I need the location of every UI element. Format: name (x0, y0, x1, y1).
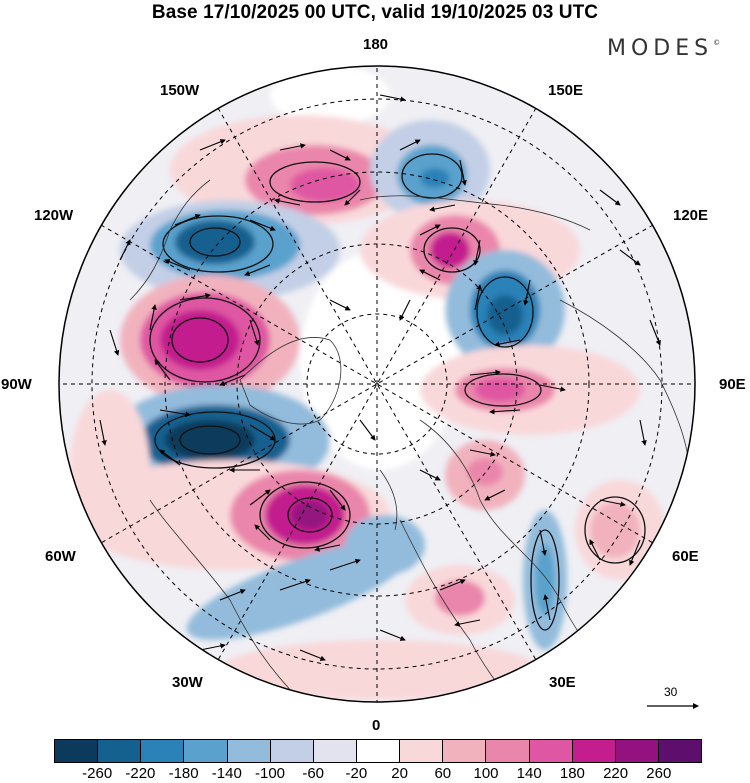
colorbar-tick-label: -100 (254, 765, 286, 782)
map-disk (59, 66, 695, 702)
colorbar-tick-label: 60 (434, 765, 452, 782)
colorbar-tick-label: -220 (125, 765, 156, 782)
contour-lines (149, 153, 646, 631)
colorbar-tick-label: -260 (82, 765, 113, 782)
label-60e: 60E (672, 548, 699, 565)
colorbar-swatch (529, 740, 573, 762)
colorbar-swatch (313, 740, 357, 762)
label-90w: 90W (1, 376, 32, 393)
colorbar-tick-label: 260 (646, 765, 672, 782)
colorbar-tick-label: 220 (603, 765, 629, 782)
colorbar-swatch (227, 740, 271, 762)
colorbar-swatch (572, 740, 616, 762)
label-0: 0 (372, 717, 381, 734)
colorbar-tick-label: 20 (391, 765, 408, 782)
colorbar-swatch (356, 740, 401, 762)
colorbar-swatch (55, 740, 99, 762)
colorbar (54, 739, 702, 763)
colorbar-tick-label: 140 (516, 765, 542, 782)
colorbar-tick-label: -140 (211, 765, 242, 782)
colorbar-swatch (443, 740, 487, 762)
colorbar-swatch (98, 740, 142, 762)
colorbar-swatch (184, 740, 228, 762)
colorbar-swatch (615, 740, 659, 762)
map-border (58, 65, 696, 703)
colorbar-tick-label: -20 (345, 765, 368, 782)
modes-logo: MODES© (607, 36, 720, 61)
chart-title: Base 17/10/2025 00 UTC, valid 19/10/2025… (151, 2, 599, 23)
graticule (59, 66, 695, 702)
colorbar-swatch (141, 740, 185, 762)
colorbar-swatch (658, 740, 702, 762)
reference-vector-label: 30 (664, 685, 678, 699)
label-30e: 30E (549, 674, 576, 691)
logo-text: MODES (607, 36, 714, 61)
label-180: 180 (363, 36, 389, 53)
logo-mark: © (713, 38, 721, 47)
colorbar-tick-label: -60 (302, 765, 325, 782)
colorbar-swatch (400, 740, 444, 762)
wind-vectors (99, 94, 661, 676)
label-120e: 120E (673, 207, 709, 224)
label-150e: 150E (548, 82, 584, 99)
label-90e: 90E (719, 376, 746, 393)
label-60w: 60W (45, 548, 76, 565)
label-30w: 30W (172, 674, 203, 691)
label-120w: 120W (34, 207, 74, 224)
colorbar-tick-label: 180 (559, 765, 585, 782)
label-150w: 150W (160, 82, 200, 99)
colorbar-tick-label: 100 (473, 765, 499, 782)
colorbar-swatch (270, 740, 314, 762)
colorbar-tick-label: -180 (168, 765, 199, 782)
colorbar-swatch (486, 740, 530, 762)
